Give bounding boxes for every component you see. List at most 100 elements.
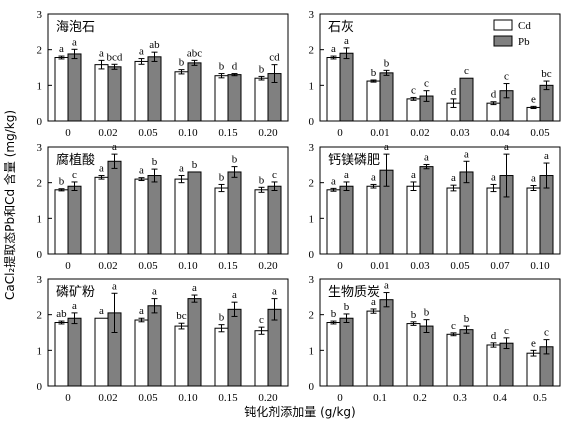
bar-cd: [326, 57, 341, 122]
significance-letter: a: [59, 43, 64, 55]
significance-letter: bc: [541, 68, 552, 80]
x-tick-label: 0.10: [178, 127, 198, 139]
y-tick-label: 1: [309, 213, 315, 225]
panel-title: 海泡石: [56, 20, 95, 35]
bar-pb: [67, 185, 82, 255]
significance-letter: a: [192, 282, 197, 294]
legend: Cd Pb: [493, 19, 531, 48]
x-tick-label: 0.02: [98, 127, 117, 139]
significance-letter: a: [152, 286, 157, 298]
bar-pb: [419, 166, 434, 255]
y-tick-label: 2: [309, 310, 315, 322]
y-tick-label: 2: [37, 178, 43, 190]
significance-letter: abc: [187, 47, 202, 59]
x-tick-label: 0.1: [373, 392, 387, 404]
significance-letter: bc: [176, 310, 187, 322]
panel-title: 磷矿粉: [56, 285, 95, 300]
significance-letter: b: [424, 307, 430, 319]
significance-letter: a: [272, 286, 277, 298]
bar-cd: [446, 333, 461, 387]
bar-pb: [187, 171, 202, 255]
bar-cd: [366, 185, 381, 255]
x-tick-label: 0.05: [138, 260, 158, 272]
significance-letter: b: [384, 57, 390, 69]
significance-letter: d: [232, 61, 238, 73]
plot-frame: [47, 278, 289, 387]
significance-letter: a: [331, 43, 336, 55]
significance-letter: bcd: [107, 51, 123, 63]
bar-cd: [214, 75, 229, 122]
bar-pb: [539, 84, 554, 122]
x-tick-label: 0.02: [98, 392, 117, 404]
bar-cd: [254, 189, 269, 255]
bar-pb: [67, 53, 82, 122]
y-tick-label: 2: [309, 45, 315, 57]
significance-letter: b: [464, 313, 470, 325]
x-tick-label: 0.07: [490, 260, 510, 272]
significance-letter: a: [371, 171, 376, 183]
significance-letter: b: [331, 308, 337, 320]
legend-label-cd: Cd: [518, 20, 531, 32]
bar-cd: [214, 187, 229, 255]
y-tick-label: 3: [37, 274, 43, 286]
y-tick-label: 0: [309, 381, 315, 393]
x-tick-label: 0: [337, 127, 343, 139]
significance-letter: a: [371, 296, 376, 308]
significance-letter: b: [219, 312, 225, 324]
bar-pb: [459, 329, 474, 387]
significance-letter: a: [384, 141, 389, 153]
significance-letter: a: [464, 148, 469, 160]
x-tick-label: 0.15: [218, 127, 238, 139]
bar-cd: [406, 185, 421, 255]
x-tick-label: 0.01: [370, 127, 389, 139]
x-tick-label: 0: [337, 260, 343, 272]
x-tick-label: 0.20: [258, 260, 278, 272]
significance-letter: d: [451, 86, 457, 98]
significance-letter: e: [531, 93, 536, 105]
x-tick-label: 0.20: [258, 392, 278, 404]
y-tick-label: 3: [37, 9, 43, 21]
significance-letter: a: [384, 280, 389, 292]
significance-letter: a: [139, 46, 144, 58]
bar-cd: [94, 176, 109, 255]
significance-letter: b: [59, 176, 65, 188]
y-axis-title: CaCl₂提取态Pb和Cd 含量 (mg/kg): [2, 110, 17, 300]
x-tick-label: 0: [65, 127, 71, 139]
significance-letter: b: [232, 154, 238, 166]
bar-cd: [174, 178, 189, 255]
y-tick-label: 2: [309, 178, 315, 190]
bar-cd: [254, 330, 269, 387]
bar-cd: [366, 80, 381, 122]
bar-pb: [227, 171, 242, 255]
bar-cd: [134, 178, 149, 255]
y-tick-label: 1: [37, 80, 43, 92]
x-tick-label: 0.15: [218, 392, 238, 404]
x-tick-label: 0.05: [530, 127, 550, 139]
bar-cd: [526, 106, 541, 122]
significance-letter: cd: [269, 52, 280, 64]
significance-letter: c: [544, 327, 549, 339]
x-tick-label: 0.10: [530, 260, 550, 272]
bar-cd: [214, 327, 229, 387]
panel-title: 生物质炭: [328, 285, 380, 300]
significance-letter: a: [232, 289, 237, 301]
bar-pb: [187, 298, 202, 387]
bar-cd: [134, 60, 149, 122]
significance-letter: a: [99, 305, 104, 317]
x-tick-label: 0.15: [218, 260, 238, 272]
x-tick-label: 0.05: [138, 127, 158, 139]
panel-title: 腐植酸: [56, 153, 95, 168]
y-tick-label: 0: [37, 116, 43, 128]
significance-letter: a: [112, 280, 117, 292]
x-tick-label: 0.02: [410, 127, 429, 139]
significance-letter: d: [491, 89, 497, 101]
y-tick-label: 1: [309, 80, 315, 92]
y-tick-label: 3: [309, 274, 315, 286]
x-tick-label: 0.03: [450, 127, 470, 139]
significance-letter: a: [424, 151, 429, 163]
significance-letter: b: [259, 63, 265, 75]
significance-letter: c: [411, 84, 416, 96]
y-tick-label: 1: [309, 345, 315, 357]
